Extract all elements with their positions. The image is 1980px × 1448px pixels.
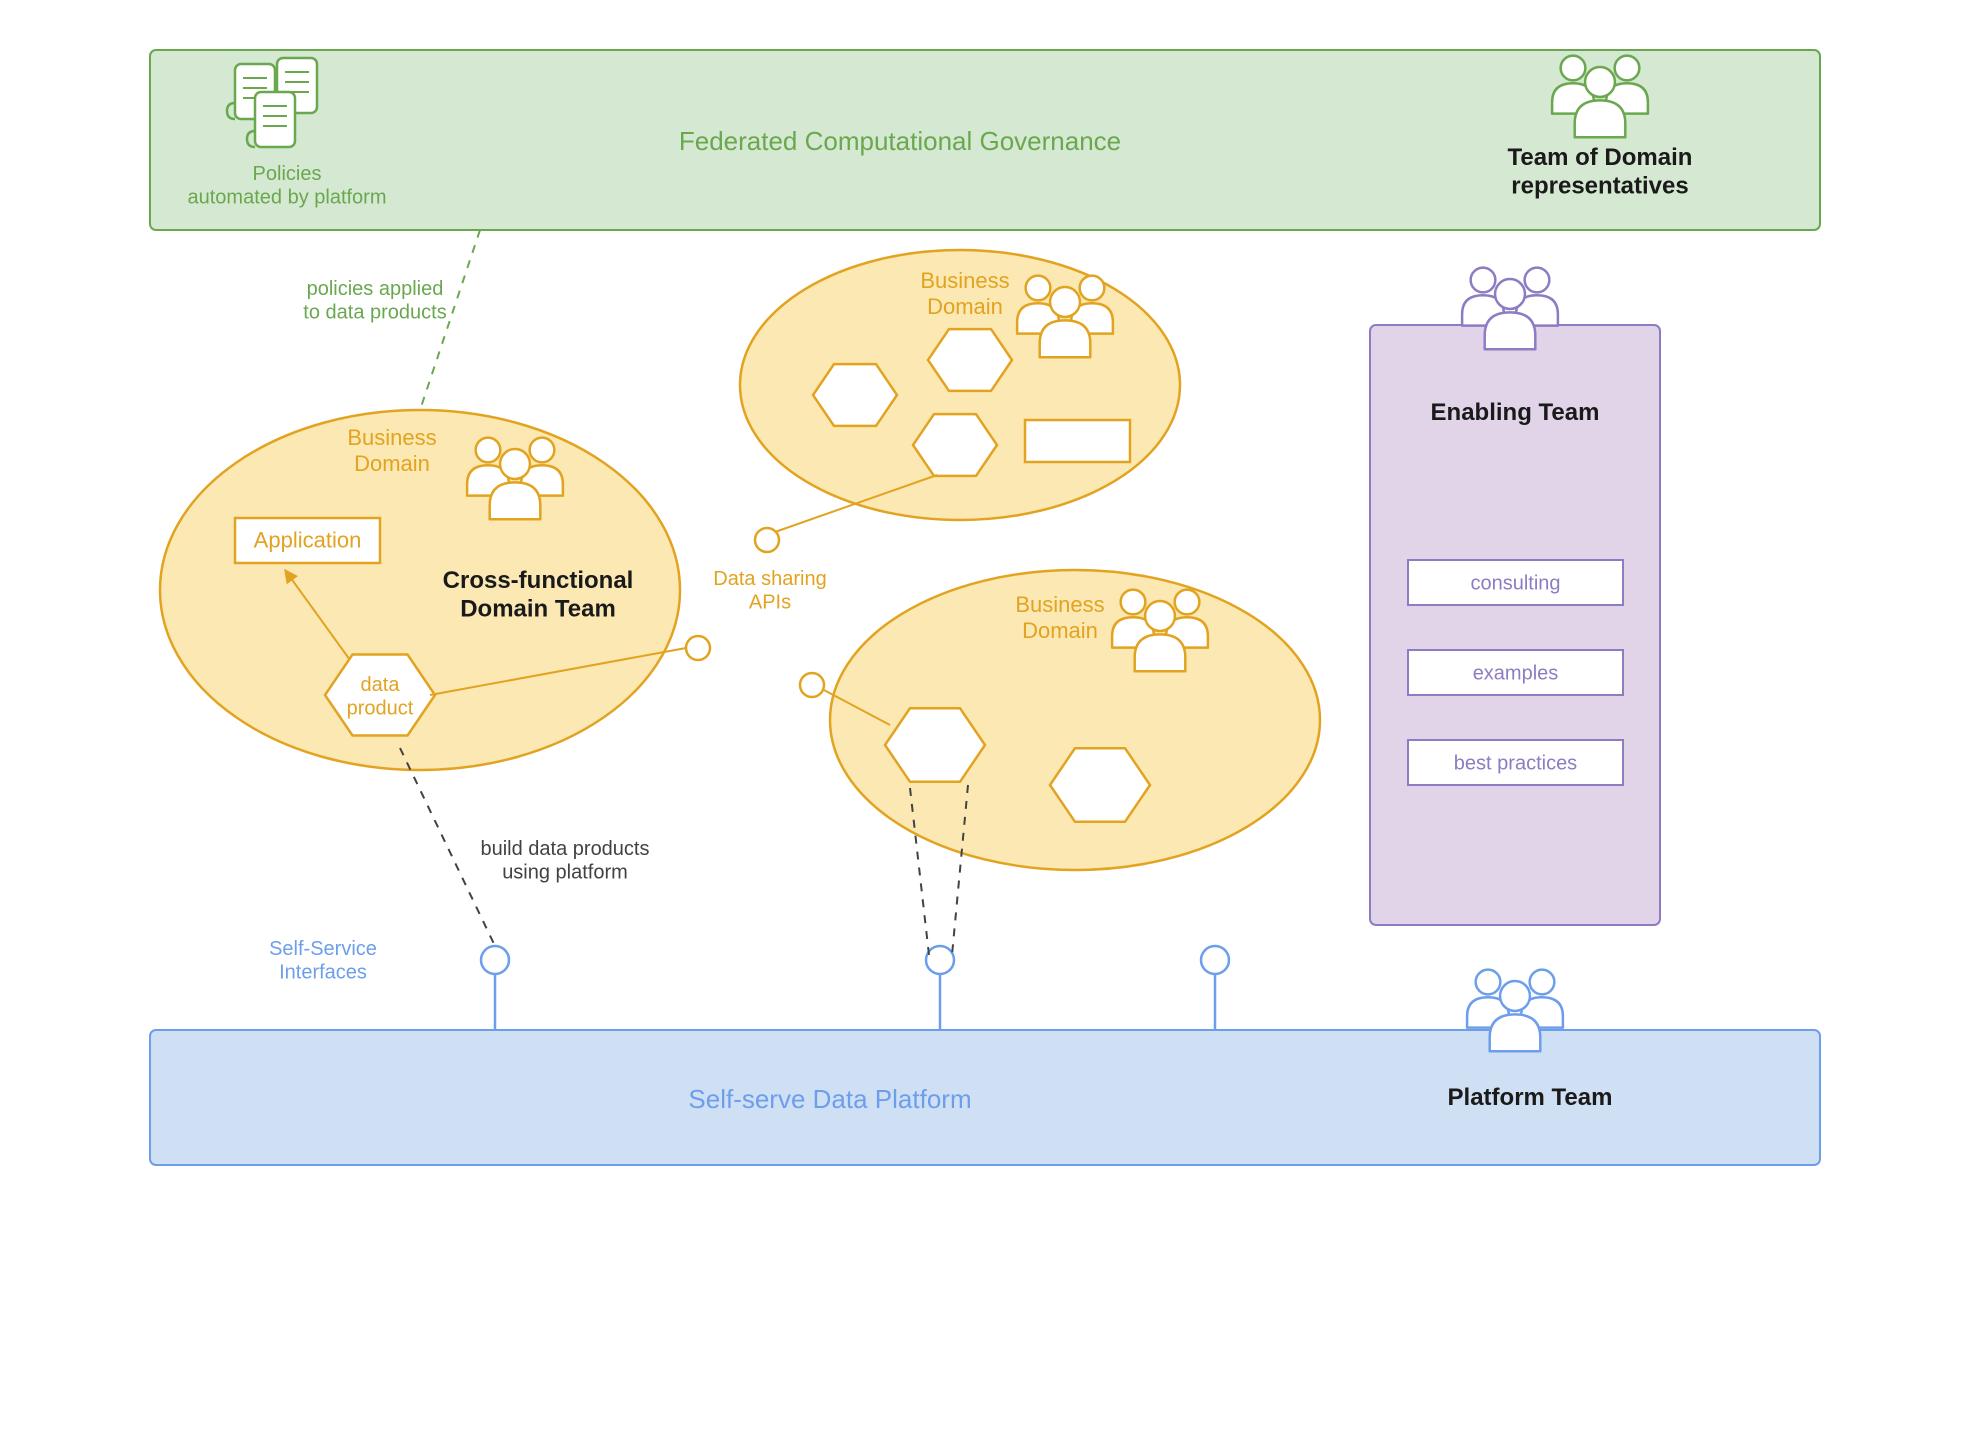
governance-team-label: Team of Domainrepresentatives [1508, 144, 1693, 199]
domain2-rect [1025, 420, 1130, 462]
application-label: Application [254, 528, 362, 553]
platform-port-1 [926, 946, 954, 974]
platform-port-2 [1201, 946, 1229, 974]
enabling-item-label-2: best practices [1454, 753, 1577, 775]
domain1-api-port [686, 636, 710, 660]
data-sharing-label: Data sharingAPIs [713, 568, 826, 614]
build-line-label: build data productsusing platform [480, 838, 649, 884]
domain-3-biz-label: BusinessDomain [1015, 592, 1104, 643]
platform-team-label: Platform Team [1448, 1084, 1613, 1111]
domain3-api-port [800, 673, 824, 697]
domain-2-biz-label: BusinessDomain [920, 268, 1009, 319]
platform-port-0 [481, 946, 509, 974]
enabling-item-label-1: examples [1473, 663, 1559, 685]
enabling-item-label-0: consulting [1470, 573, 1560, 595]
self-service-label: Self-ServiceInterfaces [269, 938, 377, 984]
domain-1-biz-label: BusinessDomain [347, 425, 436, 476]
platform-title: Self-serve Data Platform [688, 1084, 971, 1114]
enabling-title: Enabling Team [1431, 399, 1600, 426]
policies-line-label: policies appliedto data products [303, 278, 446, 324]
domain-1-team-label: Cross-functionalDomain Team [443, 567, 634, 622]
domain2-api-port [755, 528, 779, 552]
governance-title: Federated Computational Governance [679, 126, 1121, 156]
